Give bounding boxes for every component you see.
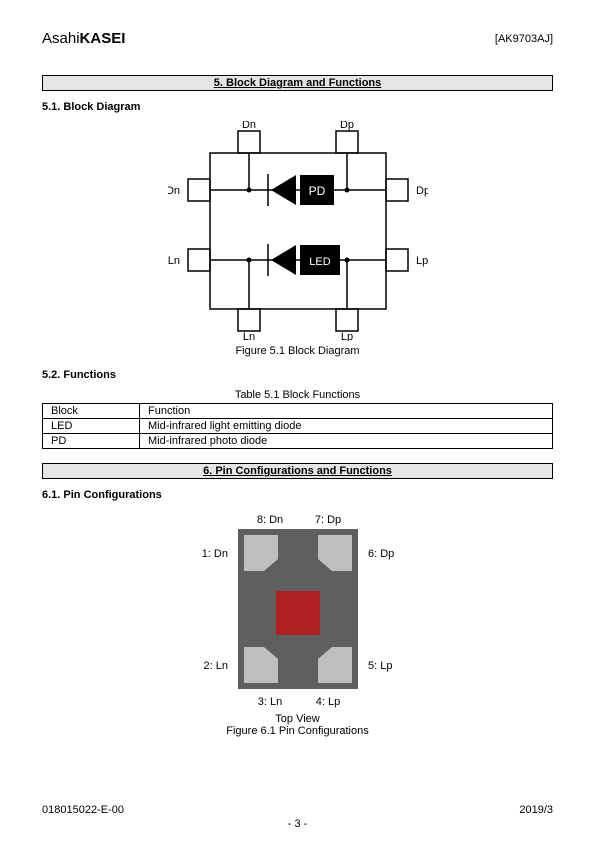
footer-date: 2019/3 [519,804,553,816]
cell-block: PD [43,434,140,449]
table-row: PD Mid-infrared photo diode [43,434,553,449]
label-ln-bottom: Ln [242,331,254,341]
logo: AsahiKASEI [42,30,125,47]
cell-block: LED [43,419,140,434]
block-functions-table: Block Function LED Mid-infrared light em… [42,403,553,449]
doc-id: 018015022-E-00 [42,804,124,816]
part-number: [AK9703AJ] [495,33,553,45]
col-function-header: Function [140,404,553,419]
label-dp-right: Dp [416,185,428,197]
figure-6-1-caption-line1: Top View [42,713,553,725]
pin-1-label: 1: Dn [201,548,227,560]
col-block-header: Block [43,404,140,419]
page-footer: 018015022-E-00 2019/3 - 3 - [42,804,553,816]
pd-label: PD [308,184,325,198]
block-diagram-svg: PD LED Dn Dp Dn Dp Ln Lp Ln Lp [168,121,428,341]
figure-5-1-caption: Figure 5.1 Block Diagram [42,345,553,357]
logo-bold: KASEI [80,30,126,47]
pin-8-label: 8: Dn [256,514,282,526]
table-row: Block Function [43,404,553,419]
section-6-title: Pin Configurations and Functions [215,465,392,477]
table-row: LED Mid-infrared light emitting diode [43,419,553,434]
pin-5-label: 5: Lp [368,660,392,672]
pin-3-label: 3: Ln [257,696,281,708]
section-6-1-heading: 6.1. Pin Configurations [42,489,553,501]
logo-plain: Asahi [42,30,80,47]
cell-function: Mid-infrared photo diode [140,434,553,449]
figure-6-1-caption-line2: Figure 6.1 Pin Configurations [42,725,553,737]
led-label: LED [309,256,330,268]
label-dn-left: Dn [168,185,180,197]
section-5-bar: 5. Block Diagram and Functions [42,75,553,91]
label-ln-left: Ln [168,255,180,267]
section-5-2-heading: 5.2. Functions [42,369,553,381]
section-5-1-heading: 5.1. Block Diagram [42,101,553,113]
page-number: - 3 - [288,818,308,830]
section-5-title: Block Diagram and Functions [226,77,381,89]
pin-config-svg: 8: Dn 7: Dp 1: Dn 6: Dp 2: Ln 5: Lp 3: L… [168,509,428,709]
label-lp-right: Lp [416,255,428,267]
label-lp-bottom: Lp [340,331,352,341]
pin-7-label: 7: Dp [314,514,340,526]
block-diagram: PD LED Dn Dp Dn Dp Ln Lp Ln Lp Figure 5.… [42,121,553,357]
section-6-number: 6. [203,465,212,477]
label-dp-top: Dp [339,121,353,131]
cell-function: Mid-infrared light emitting diode [140,419,553,434]
label-dn-top: Dn [241,121,255,131]
section-5-number: 5. [214,77,223,89]
pin-2-label: 2: Ln [203,660,227,672]
pin-6-label: 6: Dp [368,548,394,560]
section-6-bar: 6. Pin Configurations and Functions [42,463,553,479]
table-5-1-caption: Table 5.1 Block Functions [42,389,553,401]
pin-configurations: 8: Dn 7: Dp 1: Dn 6: Dp 2: Ln 5: Lp 3: L… [42,509,553,737]
pin-4-label: 4: Lp [315,696,339,708]
page-header: AsahiKASEI [AK9703AJ] [42,30,553,47]
